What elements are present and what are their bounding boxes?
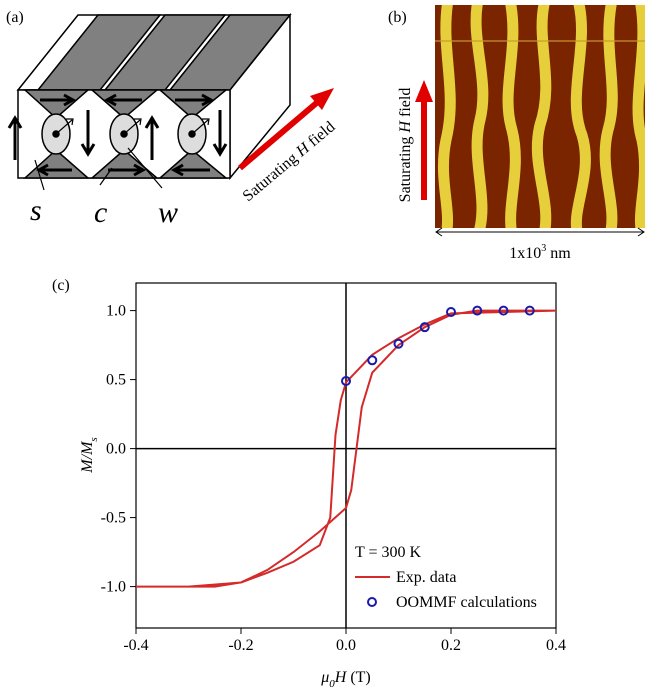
label-w: w [158,196,178,229]
label-c: c [94,196,107,229]
legend-marker [367,597,377,607]
y-tick-label: -0.5 [101,510,126,527]
text: nm [546,245,571,262]
legend-label: Exp. data [396,569,456,586]
x-tick-label: 0.0 [336,637,356,654]
data-point [341,375,351,386]
y-tick-label: 1.0 [106,303,126,320]
data-line [136,309,557,588]
domain-diagram [7,12,292,191]
data-point [446,306,456,317]
scale-label: 1x103 nm [509,243,571,262]
text: Saturating [397,133,414,203]
field-label: Saturating H field [397,88,414,203]
text: M/M [79,440,96,474]
data-point [419,322,430,333]
panel-label: (c) [52,277,70,294]
text: field [397,88,414,121]
x-tick-label: 0.2 [441,637,461,654]
field-arrow [415,80,433,200]
text: μ [320,669,329,686]
x-tick-label: 0.4 [546,637,566,654]
afm-image [435,5,645,228]
text: s [88,437,100,441]
data-point [472,305,483,316]
panel-label: (a) [6,9,24,26]
data-point [393,338,404,349]
y-tick-label: -1.0 [101,579,126,596]
text: 3 [541,243,546,254]
legend-label: OOMMF calculations [396,594,537,611]
annotation: T = 300 K [355,544,422,561]
data-point [498,305,509,316]
field-arrow [238,88,334,171]
scale-bar [435,227,645,237]
text: 1x10 [509,245,541,262]
text: field [302,118,338,152]
x-axis-label: μ0H (T) [320,669,371,690]
text: H [334,669,348,686]
y-tick-label: 0.5 [106,372,126,389]
data-point [367,355,378,366]
panel-label: (b) [388,9,407,26]
y-axis-label: M/Ms [79,437,100,473]
x-tick-label: -0.2 [228,637,253,654]
x-tick-label: -0.4 [123,637,148,654]
y-tick-label: 0.0 [106,441,126,458]
data-point [524,305,535,316]
text: (T) [346,669,370,686]
text: Saturating [240,147,304,205]
text: H [397,120,414,134]
text: 0 [329,678,335,690]
label-s: s [30,194,42,227]
